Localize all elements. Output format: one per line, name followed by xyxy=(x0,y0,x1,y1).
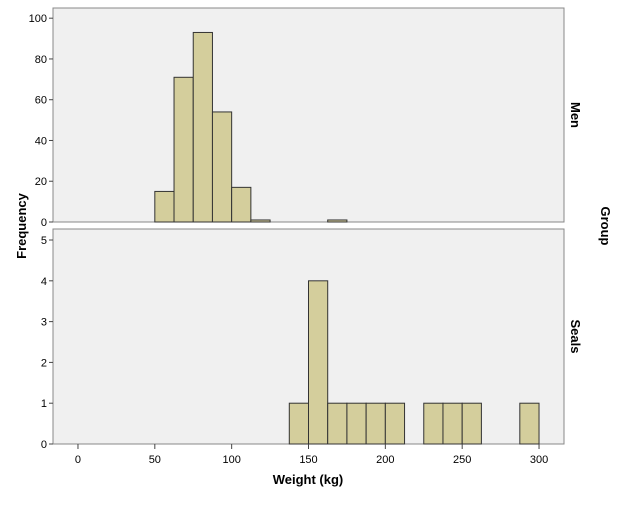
bar xyxy=(365,402,386,445)
y-tick-label: 3 xyxy=(41,317,47,329)
bar xyxy=(346,402,367,445)
bar xyxy=(423,402,444,445)
bar xyxy=(519,402,540,445)
y-tick-label: 0 xyxy=(41,217,47,229)
x-tick-label: 200 xyxy=(376,454,394,466)
x-tick-label: 100 xyxy=(222,454,240,466)
y-tick-label: 80 xyxy=(35,54,47,66)
bar xyxy=(211,111,233,223)
y-tick-label: 20 xyxy=(35,176,47,188)
bar xyxy=(308,280,329,445)
y-tick-label: 2 xyxy=(41,357,47,369)
bar xyxy=(231,186,252,223)
y-tick-label: 0 xyxy=(41,439,47,451)
x-axis-label: Weight (kg) xyxy=(273,472,344,487)
x-tick-label: 150 xyxy=(299,454,317,466)
y-tick-label: 1 xyxy=(41,398,47,410)
bar xyxy=(384,402,406,445)
y-axis-label: Frequency xyxy=(14,192,29,259)
y-tick-label: 5 xyxy=(41,235,47,247)
y-tick-label: 40 xyxy=(35,135,47,147)
bar xyxy=(154,190,175,223)
x-tick-label: 0 xyxy=(75,454,81,466)
x-tick-label: 50 xyxy=(149,454,161,466)
panel-label: Seals xyxy=(568,320,583,354)
bar xyxy=(173,76,194,223)
facet-label: Group xyxy=(598,207,613,246)
panel-label: Men xyxy=(568,102,583,128)
bar xyxy=(288,402,309,445)
bar xyxy=(327,219,348,223)
bar xyxy=(327,402,348,445)
bar xyxy=(442,402,463,445)
panel-background xyxy=(52,7,565,223)
bar xyxy=(250,219,271,223)
y-tick-label: 100 xyxy=(29,13,47,25)
bar xyxy=(192,31,213,223)
x-tick-label: 300 xyxy=(530,454,548,466)
y-tick-label: 4 xyxy=(41,276,47,288)
x-tick-label: 250 xyxy=(453,454,471,466)
bar xyxy=(461,402,482,445)
y-tick-label: 60 xyxy=(35,95,47,107)
